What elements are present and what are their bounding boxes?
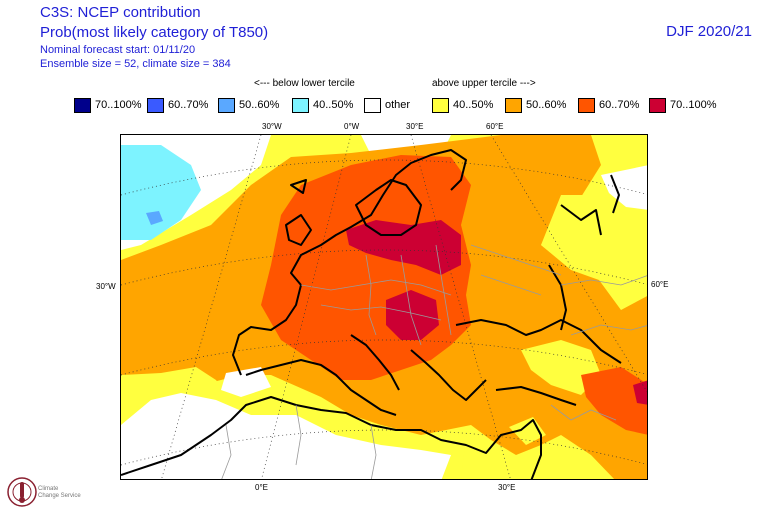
border-line xyxy=(295,404,302,466)
legend-swatch xyxy=(649,98,666,113)
coastline-north-africa xyxy=(121,396,542,479)
coastline-turkey xyxy=(495,386,577,406)
logo-line: Change Service xyxy=(38,493,81,499)
lon-label-left: 30°W xyxy=(96,282,116,291)
legend-item-label: 40..50% xyxy=(313,99,354,111)
logo-line: Climate xyxy=(38,486,59,492)
border-line xyxy=(570,324,647,336)
lon-label-top: 0°W xyxy=(344,122,360,131)
border-line xyxy=(221,424,232,479)
coastline-arctic xyxy=(560,204,602,236)
legend-item-label: 40..50% xyxy=(453,99,494,111)
coastline-balkans xyxy=(410,349,487,401)
forecast-start-text: Nominal forecast start: 01/11/20 xyxy=(40,44,196,56)
border-line xyxy=(365,254,377,336)
country-borders xyxy=(221,244,647,479)
legend-below-heading: <--- below lower tercile xyxy=(254,78,355,89)
border-line xyxy=(560,275,647,286)
coastline-caspian xyxy=(548,264,567,331)
coastline-scandinavia xyxy=(355,179,422,236)
legend-swatch xyxy=(432,98,449,113)
lon-label-top: 60°E xyxy=(486,122,504,131)
shade-above-70-100 xyxy=(633,380,647,405)
border-line xyxy=(320,304,442,321)
coastline-iceland xyxy=(290,179,307,194)
graticule-line xyxy=(490,135,647,393)
season-label: DJF 2020/21 xyxy=(666,23,752,40)
shade-above-40-50 xyxy=(521,340,601,395)
lon-label-top: 30°W xyxy=(262,122,282,131)
shade-below-50-60 xyxy=(146,211,163,225)
shade-above-70-100 xyxy=(386,290,439,340)
legend-swatch xyxy=(364,98,381,113)
copernicus-logo-icon xyxy=(7,477,37,507)
shade-below-40-50 xyxy=(121,145,201,240)
shade-above-40-50 xyxy=(541,195,647,285)
legend-item-label: 50..60% xyxy=(239,99,280,111)
map-canvas xyxy=(121,135,647,479)
ensemble-size-text: Ensemble size = 52, climate size = 384 xyxy=(40,58,231,70)
coastline-iberia-med xyxy=(245,359,397,416)
legend-item-label: 70..100% xyxy=(95,99,142,111)
legend-swatch xyxy=(578,98,595,113)
graticule xyxy=(121,135,647,479)
shade-other xyxy=(121,393,451,479)
legend-item-label: 60..70% xyxy=(168,99,209,111)
border-line xyxy=(470,244,562,276)
coastline-italy xyxy=(350,334,400,391)
legend-item-label: 60..70% xyxy=(599,99,640,111)
coastline-black-sea xyxy=(455,319,622,364)
border-line xyxy=(400,254,422,346)
legend-item-label: 70..100% xyxy=(670,99,717,111)
border-line xyxy=(300,279,452,296)
legend-swatch xyxy=(218,98,235,113)
border-line xyxy=(550,404,617,421)
shade-above-70-100 xyxy=(346,220,461,275)
coastline-western-europe xyxy=(232,149,467,376)
lon-label-top: 30°E xyxy=(406,122,424,131)
legend-swatch xyxy=(74,98,91,113)
coastline-arctic xyxy=(610,174,620,214)
title-line-2: Prob(most likely category of T850) xyxy=(40,24,269,41)
legend-item-label: 50..60% xyxy=(526,99,567,111)
coastline-british-isles xyxy=(285,214,312,246)
shade-above-60-70 xyxy=(581,367,647,435)
legend-above-heading: above upper tercile ---> xyxy=(432,78,536,89)
shade-other xyxy=(221,367,271,397)
border-line xyxy=(370,424,377,479)
lon-label-right: 60°E xyxy=(651,280,669,289)
lon-label-bottom: 30°E xyxy=(498,483,516,492)
legend-swatch xyxy=(147,98,164,113)
border-line xyxy=(435,244,452,336)
title-line-1: C3S: NCEP contribution xyxy=(40,4,201,21)
graticule-line xyxy=(410,135,511,479)
legend-item-label: other xyxy=(385,99,411,111)
graticule-line xyxy=(161,135,262,479)
border-line xyxy=(480,274,542,296)
coastlines xyxy=(121,149,622,479)
shade-above-40-50 xyxy=(509,417,546,445)
logo-text: Climate Change Service xyxy=(38,486,81,500)
legend-swatch xyxy=(505,98,522,113)
forecast-map xyxy=(120,134,648,480)
legend-swatch xyxy=(292,98,309,113)
lon-label-bottom: 0°E xyxy=(255,483,268,492)
